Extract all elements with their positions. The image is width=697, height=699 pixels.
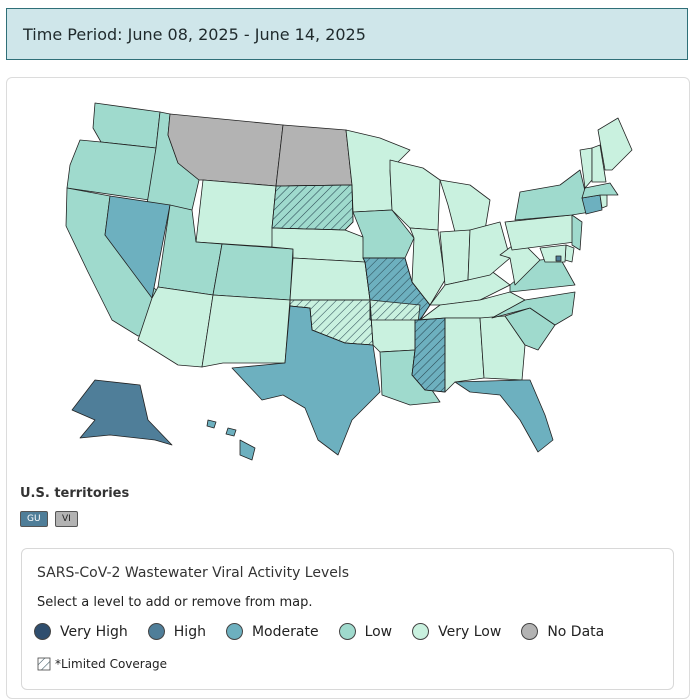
limited-coverage-note: *Limited Coverage [37,657,167,671]
legend-label: No Data [547,623,605,640]
legend-hint: Select a level to add or remove from map… [37,595,313,610]
legend-item-moderate[interactable]: Moderate [225,623,319,640]
state-oh[interactable] [467,221,511,281]
state-mi[interactable] [439,179,491,233]
state-wa[interactable] [92,102,161,149]
us-map [65,102,633,461]
legend-item-high[interactable]: High [147,623,206,640]
state-nd[interactable] [275,124,353,187]
no-data-swatch [521,623,539,640]
limited-coverage-hatch-sd [271,184,354,231]
limited-coverage-hatch-ms [411,317,446,393]
state-al[interactable] [444,317,485,393]
legend-item-no-data[interactable]: No Data [521,623,604,640]
state-fl[interactable] [454,379,554,453]
state-co[interactable] [212,243,294,301]
state-nh[interactable] [591,144,607,183]
state-nc[interactable] [491,291,576,326]
state-dc[interactable] [555,255,562,262]
state-in[interactable] [439,229,471,286]
state-ny[interactable] [514,169,591,221]
very-low-swatch [412,623,430,640]
state-ks[interactable] [289,257,371,301]
moderate-swatch [225,623,243,640]
legend-label: Low [364,623,393,640]
hatch-icon [37,657,51,671]
state-ma[interactable] [581,182,619,199]
legend-label: High [173,623,206,640]
state-ga[interactable] [479,315,526,381]
time-period-text: Time Period: June 08, 2025 - June 14, 20… [23,24,366,44]
high-swatch [147,623,165,640]
territory-vi[interactable]: VI [55,511,78,527]
state-nm[interactable] [201,294,291,368]
limited-coverage-label: *Limited Coverage [55,657,168,671]
legend-item-very-high[interactable]: Very High [34,623,128,640]
low-swatch [338,623,356,640]
territories-title: U.S. territories [20,486,130,501]
time-period-banner: Time Period: June 08, 2025 - June 14, 20… [6,8,688,60]
legend-label: Very High [60,623,128,640]
legend-items: Very High High Moderate Low Very Low No … [34,623,624,640]
legend-item-very-low[interactable]: Very Low [412,623,501,640]
legend-item-low[interactable]: Low [338,623,393,640]
legend-title: SARS-CoV-2 Wastewater Viral Activity Lev… [37,565,350,581]
state-hi[interactable] [206,419,256,461]
state-nj[interactable] [571,214,583,251]
very-high-swatch [34,623,51,640]
legend-panel: SARS-CoV-2 Wastewater Viral Activity Lev… [21,548,674,690]
state-md[interactable] [539,244,567,263]
legend-label: Very Low [438,623,502,640]
state-wy[interactable] [195,179,277,248]
state-me[interactable] [597,117,633,171]
state-de[interactable] [564,244,575,263]
territory-gu[interactable]: GU [20,511,48,527]
state-ak[interactable] [71,379,173,446]
legend-label: Moderate [251,623,319,640]
